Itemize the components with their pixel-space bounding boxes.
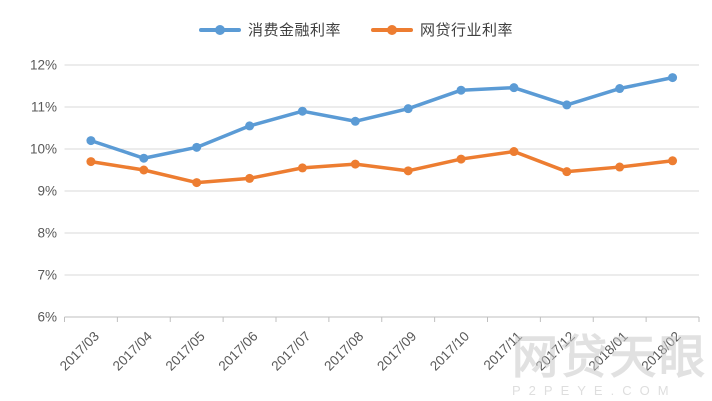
legend-line-marker-icon xyxy=(198,24,241,35)
y-tick-label: 11% xyxy=(31,100,57,115)
x-tick-label: 2017/09 xyxy=(374,329,419,374)
legend-label-online-lending-rate: 网贷行业利率 xyxy=(420,22,514,39)
data-point-1-1 xyxy=(139,165,149,175)
data-point-1-5 xyxy=(350,159,360,169)
data-point-1-8 xyxy=(509,147,519,157)
data-point-1-10 xyxy=(615,162,625,172)
x-tick-label: 2017/08 xyxy=(321,329,366,374)
x-tick-label: 2017/06 xyxy=(216,329,261,374)
data-point-1-7 xyxy=(456,154,466,164)
data-point-1-9 xyxy=(562,167,572,177)
data-point-0-4 xyxy=(297,106,307,116)
y-tick-label: 12% xyxy=(30,58,57,73)
data-point-1-3 xyxy=(245,173,255,183)
legend-item-online-lending-rate: 网贷行业利率 xyxy=(371,19,513,40)
data-point-0-6 xyxy=(403,104,413,114)
data-point-0-1 xyxy=(139,153,149,163)
data-point-0-2 xyxy=(192,142,202,152)
data-point-0-8 xyxy=(509,83,519,93)
data-point-0-5 xyxy=(350,116,360,126)
chart-legend: 消费金融利率 网贷行业利率 xyxy=(0,19,712,40)
y-tick-label: 8% xyxy=(37,226,57,241)
series-line-1 xyxy=(89,149,675,185)
x-tick-label: 2018/01 xyxy=(586,329,631,374)
data-point-1-6 xyxy=(403,166,413,176)
legend-line-marker-icon xyxy=(371,24,413,35)
data-point-1-11 xyxy=(668,156,678,166)
x-tick-label: 2017/11 xyxy=(481,329,525,373)
legend-label-consumer-finance-rate: 消费金融利率 xyxy=(247,22,341,39)
x-tick-label: 2017/04 xyxy=(110,328,155,373)
y-tick-label: 6% xyxy=(37,310,57,325)
y-tick-label: 10% xyxy=(30,142,57,157)
data-point-0-3 xyxy=(245,121,255,131)
x-tick-label: 2017/05 xyxy=(163,329,208,374)
x-tick-label: 2017/12 xyxy=(533,329,578,374)
legend-dot-icon xyxy=(387,24,397,35)
y-tick-label: 9% xyxy=(37,184,57,199)
x-tick-label: 2017/03 xyxy=(57,329,102,374)
data-point-0-9 xyxy=(562,100,572,110)
x-tick-label: 2017/10 xyxy=(427,329,472,374)
legend-item-consumer-finance-rate: 消费金融利率 xyxy=(198,19,341,40)
legend-dot-icon xyxy=(214,24,225,35)
y-tick-label: 7% xyxy=(37,268,57,283)
data-point-0-7 xyxy=(456,85,466,95)
data-point-1-2 xyxy=(192,178,202,188)
data-point-0-11 xyxy=(668,73,678,83)
x-tick-label: 2018/02 xyxy=(639,329,684,374)
data-point-0-10 xyxy=(615,84,625,94)
data-point-1-4 xyxy=(297,163,307,173)
series-line-0 xyxy=(89,75,675,160)
x-tick-label: 2017/07 xyxy=(268,329,313,374)
data-point-0-0 xyxy=(86,136,96,146)
data-point-1-0 xyxy=(86,157,96,167)
